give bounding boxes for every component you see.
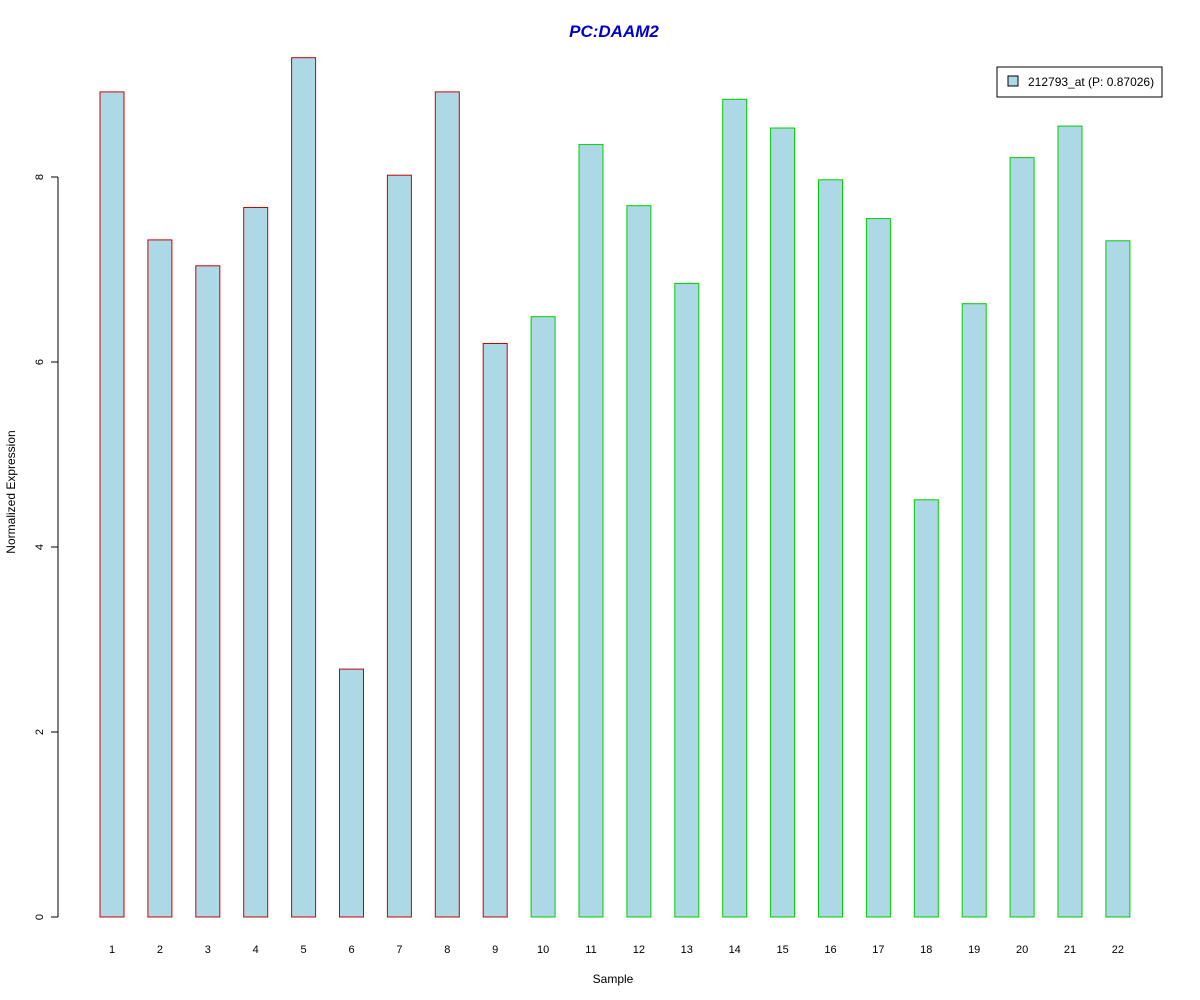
x-tick-labels: 1 2 3 4 5 6 7 8 9 10 11 12 13 14 15 16 17 18 19 20 21 22 (109, 944, 1124, 956)
x-tick-label: 7 (396, 944, 402, 956)
legend: 212793_at (P: 0.87026) (996, 66, 1163, 98)
bar (722, 98, 748, 918)
x-tick-label: 2 (157, 944, 163, 956)
bar (578, 144, 604, 918)
chart-title: PC:DAAM2 (569, 22, 659, 41)
y-tick-label: 4 (34, 544, 46, 550)
x-tick-label: 8 (444, 944, 450, 956)
y-axis: 0 2 4 6 8 (34, 174, 59, 920)
x-tick-label: 19 (968, 944, 980, 956)
bar (1057, 125, 1083, 918)
x-tick-label: 12 (633, 944, 645, 956)
bar (674, 282, 700, 918)
legend-box (996, 66, 1163, 98)
bar (961, 303, 987, 918)
x-axis-label: Sample (593, 972, 634, 986)
x-tick-label: 21 (1064, 944, 1076, 956)
x-tick-label: 9 (492, 944, 498, 956)
bar (770, 127, 796, 918)
x-tick-label: 13 (681, 944, 693, 956)
bar (913, 499, 939, 918)
bar (434, 91, 460, 918)
bar (99, 91, 125, 918)
x-tick-label: 5 (301, 944, 307, 956)
legend-label: 212793_at (P: 0.87026) (1028, 75, 1154, 89)
bar (530, 316, 556, 918)
y-tick-label: 8 (34, 174, 46, 180)
y-tick-label: 0 (34, 914, 46, 920)
bar (339, 668, 364, 918)
x-tick-label: 16 (824, 944, 836, 956)
x-tick-label: 1 (109, 944, 115, 956)
bar (1105, 240, 1131, 918)
x-tick-label: 15 (776, 944, 788, 956)
bar (818, 179, 843, 918)
bar (291, 57, 317, 918)
y-axis-label: Normalized Expression (4, 430, 18, 553)
bar (482, 343, 508, 918)
x-tick-label: 3 (205, 944, 211, 956)
x-tick-label: 6 (348, 944, 354, 956)
x-tick-label: 18 (920, 944, 932, 956)
x-tick-label: 11 (585, 944, 596, 956)
bars-group (99, 57, 1131, 918)
bar (195, 265, 221, 918)
bar (386, 174, 412, 918)
x-tick-label: 17 (872, 944, 884, 956)
legend-swatch (1007, 75, 1019, 87)
bar (865, 218, 891, 918)
bar (1009, 157, 1035, 918)
x-tick-label: 20 (1016, 944, 1028, 956)
x-tick-label: 4 (253, 944, 259, 956)
bar (147, 239, 173, 918)
x-tick-label: 22 (1112, 944, 1124, 956)
y-tick-label: 2 (34, 729, 46, 735)
y-tick-label: 6 (34, 359, 46, 365)
bar (243, 207, 269, 918)
x-tick-label: 10 (537, 944, 549, 956)
x-tick-label: 14 (729, 944, 741, 956)
bar (626, 205, 652, 918)
